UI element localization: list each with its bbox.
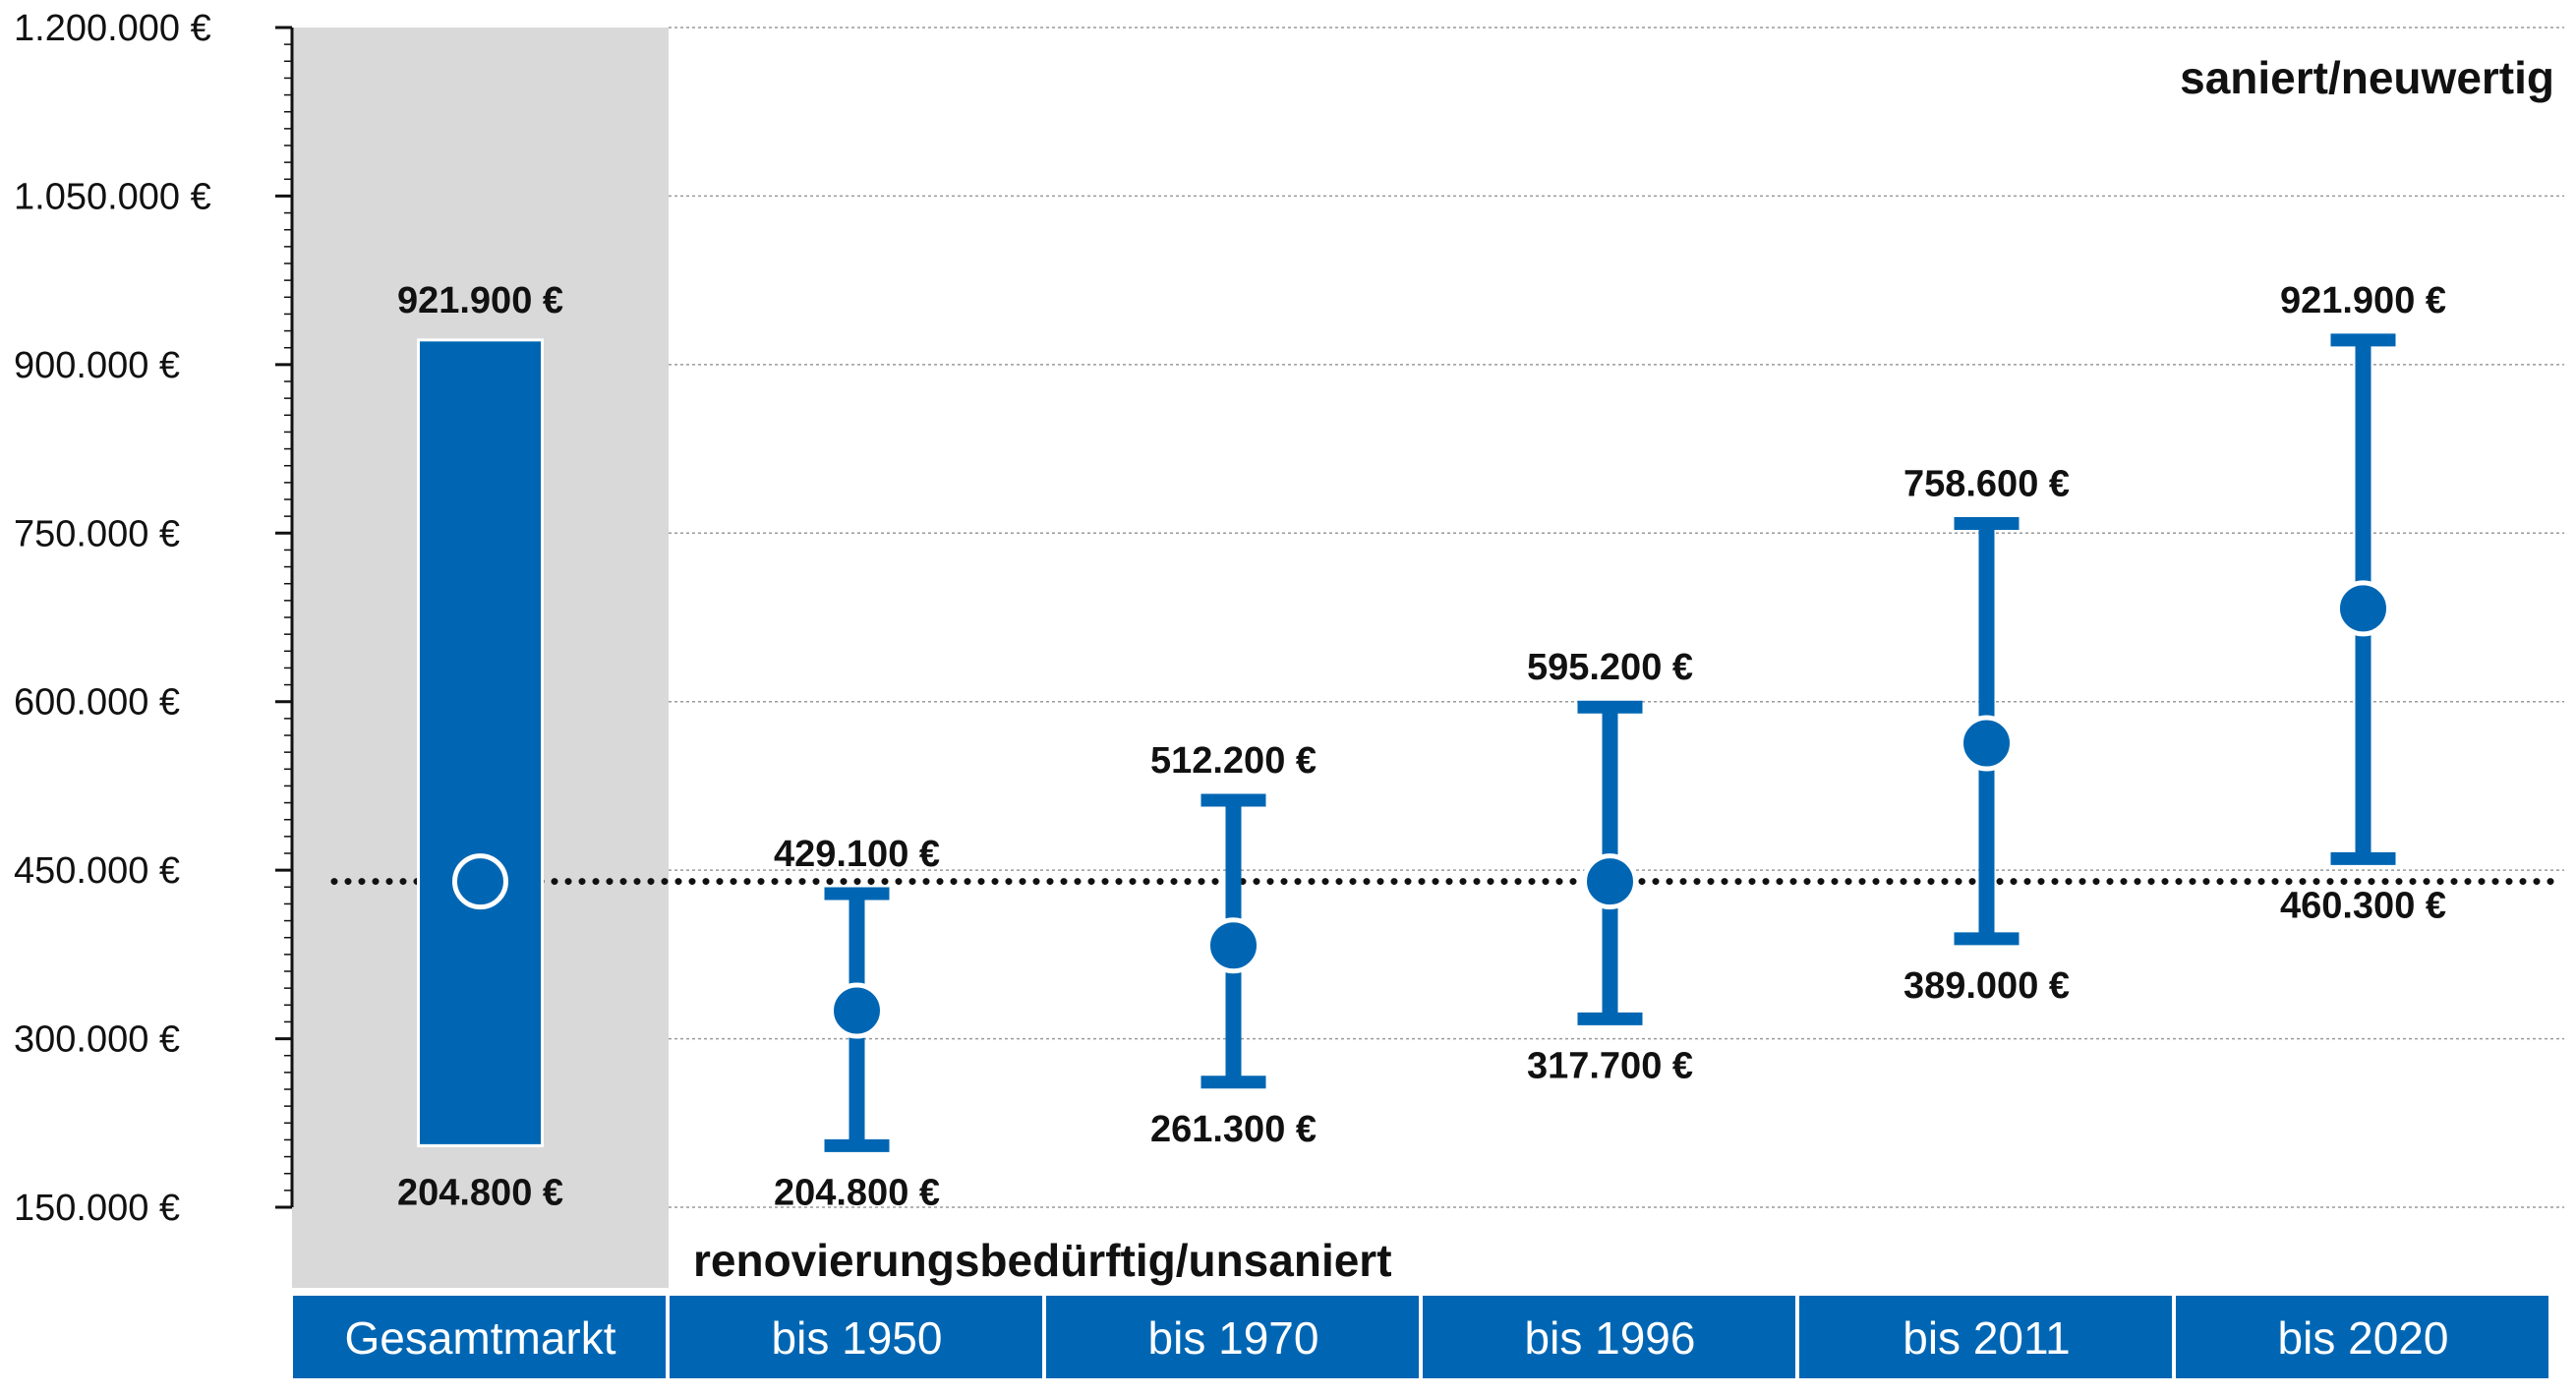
y-tick-label: 750.000 € xyxy=(14,513,180,554)
top-note: saniert/neuwertig xyxy=(2180,52,2554,103)
bottom-note: renovierungsbedürftig/unsaniert xyxy=(693,1235,1392,1286)
y-tick-label: 600.000 € xyxy=(14,682,180,724)
range-gesamtmarkt: 921.900 € 204.800 € xyxy=(397,280,563,1214)
median-point xyxy=(1205,917,1261,974)
category-label: bis 1996 xyxy=(1525,1312,1696,1364)
max-value-label: 512.200 € xyxy=(1150,740,1317,782)
min-value-label: 389.000 € xyxy=(1903,965,2070,1007)
category-cell xyxy=(2176,1296,2548,1378)
min-value-label: 204.800 € xyxy=(397,1172,563,1213)
median-point xyxy=(2335,580,2391,637)
y-tick-label: 1.200.000 € xyxy=(14,8,211,49)
max-value-label: 758.600 € xyxy=(1903,463,2070,504)
y-tick-label: 150.000 € xyxy=(14,1188,180,1229)
category-cell xyxy=(1046,1296,1419,1378)
y-tick-label: 900.000 € xyxy=(14,345,180,386)
y-tick-label: 300.000 € xyxy=(14,1019,180,1061)
median-point xyxy=(829,982,885,1039)
category-label: bis 2020 xyxy=(2278,1312,2449,1364)
category-cell xyxy=(670,1296,1042,1378)
category-cell xyxy=(1799,1296,2172,1378)
y-axis: 1.200.000 € 1.050.000 € 900.000 € 750.000 €… xyxy=(14,8,294,1229)
category-label: bis 1950 xyxy=(772,1312,943,1364)
category-label: bis 2011 xyxy=(1903,1312,2071,1364)
category-cell xyxy=(293,1296,666,1378)
category-bar: Gesamtmarkt bis 1950 bis 1970 bis 1996 bis 2… xyxy=(293,1296,2548,1378)
range-marks: 921.900 € 204.800 € 429.100 € 204.800 € 512.… xyxy=(397,280,2446,1214)
median-point xyxy=(1959,715,2015,772)
max-value-label: 921.900 € xyxy=(397,280,563,321)
median-point xyxy=(452,853,508,910)
category-label: bis 1970 xyxy=(1148,1312,1319,1364)
range-bis-2011: 758.600 € 389.000 € xyxy=(1903,463,2070,1006)
max-value-label: 921.900 € xyxy=(2280,280,2446,321)
max-value-label: 595.200 € xyxy=(1527,647,1693,688)
category-cell xyxy=(1423,1296,1795,1378)
max-value-label: 429.100 € xyxy=(774,834,940,875)
min-value-label: 460.300 € xyxy=(2280,885,2446,926)
median-point xyxy=(1582,853,1638,910)
category-label: Gesamtmarkt xyxy=(344,1312,615,1364)
min-value-label: 317.700 € xyxy=(1527,1045,1693,1086)
grid-lines xyxy=(669,27,2564,1208)
y-tick-label: 450.000 € xyxy=(14,850,180,892)
min-value-label: 204.800 € xyxy=(774,1172,940,1213)
y-tick-label: 1.050.000 € xyxy=(14,176,211,217)
range-bis-1996: 595.200 € 317.700 € xyxy=(1527,647,1693,1086)
range-bar xyxy=(417,338,544,1147)
range-bis-1970: 512.200 € 261.300 € xyxy=(1150,740,1317,1150)
range-bis-1950: 429.100 € 204.800 € xyxy=(774,834,940,1213)
min-value-label: 261.300 € xyxy=(1150,1109,1317,1150)
range-bis-2020: 921.900 € 460.300 € xyxy=(2280,280,2446,927)
